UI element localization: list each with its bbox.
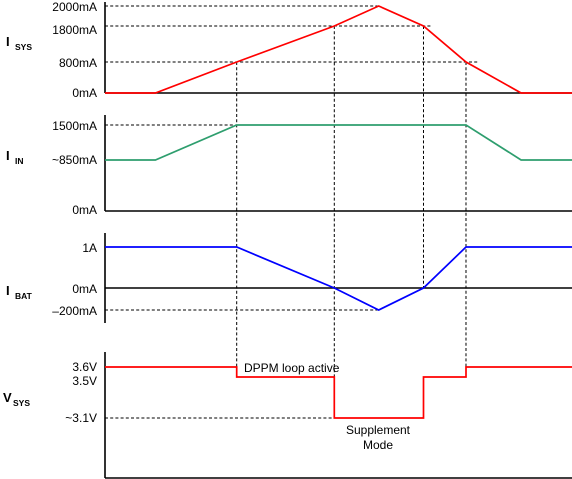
supplement-mode-annotation-line2: Mode (363, 438, 393, 452)
supplement-mode-annotation-line1: Supplement (346, 423, 411, 437)
vsys-label-main: V (3, 390, 12, 405)
vsys-label-sub: SYS (13, 398, 30, 408)
tick-label: 800mA (59, 56, 97, 70)
tick-label: 1800mA (52, 23, 97, 37)
tick-label: ~3.1V (65, 411, 97, 425)
axes (104, 2, 572, 479)
tick-label: 1A (82, 241, 97, 255)
tick-label: 3.5V (72, 374, 97, 388)
iin-axis-label: I IN (6, 148, 24, 166)
iin-label-sub: IN (15, 156, 24, 166)
traces (105, 5, 572, 419)
tick-label: 1500mA (52, 119, 97, 133)
tick-label: 2000mA (52, 0, 97, 14)
iin-trace (105, 124, 572, 161)
isys-label-sub: SYS (15, 42, 32, 52)
ibat-label-main: I (6, 283, 10, 298)
ibat-trace (105, 246, 572, 311)
tick-label: 0mA (72, 86, 97, 100)
vsys-axis-label: V SYS (3, 390, 30, 408)
isys-trace (105, 5, 572, 94)
iin-label-main: I (6, 148, 10, 163)
ibat-label-sub: BAT (15, 291, 33, 301)
tick-label: 0mA (72, 203, 97, 217)
dashed-guide-lines (105, 5, 479, 419)
tick-label: 3.6V (72, 360, 97, 374)
vsys-trace (105, 366, 572, 419)
isys-label-main: I (6, 34, 10, 49)
ibat-axis-label: I BAT (6, 283, 33, 301)
tick-label: ~850mA (52, 153, 97, 167)
tick-label: 0mA (72, 282, 97, 296)
isys-axis-label: I SYS (6, 34, 32, 52)
dppm-loop-annotation: DPPM loop active (244, 361, 340, 375)
tick-label: –200mA (52, 304, 97, 318)
